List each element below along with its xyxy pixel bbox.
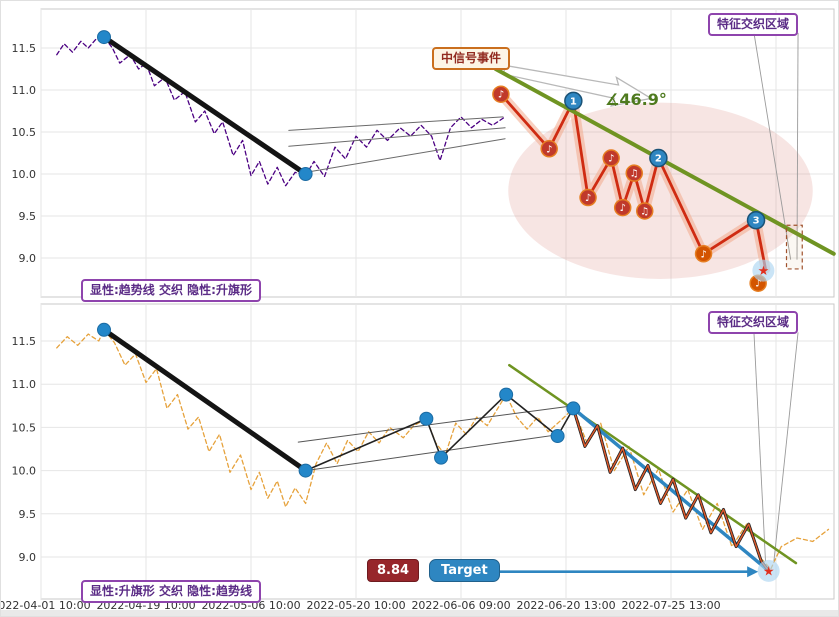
svg-text:2022-05-20 10:00: 2022-05-20 10:00 <box>306 599 405 612</box>
series-main-trendline <box>101 327 309 474</box>
series-main-trendline <box>101 34 309 177</box>
feature-region-label-bottom: 特征交织区域 <box>708 311 799 334</box>
music-note-icon <box>694 245 713 263</box>
svg-text:♪: ♪ <box>755 279 761 290</box>
pivot-dot <box>419 411 434 426</box>
svg-text:♪: ♪ <box>700 249 706 260</box>
series-channel-mid <box>288 127 506 147</box>
svg-text:2022-06-20 13:00: 2022-06-20 13:00 <box>516 599 615 612</box>
music-note-icon <box>579 188 597 207</box>
music-note-icon <box>636 202 654 220</box>
svg-text:11.5: 11.5 <box>12 335 37 348</box>
svg-text:9.0: 9.0 <box>19 551 37 564</box>
svg-text:♫: ♫ <box>640 206 649 217</box>
step-number-marker <box>649 148 668 168</box>
series-price-dashed-orange <box>56 329 830 570</box>
svg-text:2022-04-01 10:00: 2022-04-01 10:00 <box>1 599 91 612</box>
series-channel-upper <box>288 116 504 131</box>
svg-text:♪: ♪ <box>498 90 504 101</box>
svg-text:10.0: 10.0 <box>12 465 37 478</box>
step-number-marker <box>746 210 766 230</box>
svg-text:♪: ♪ <box>608 154 614 165</box>
music-note-icon <box>602 149 620 167</box>
svg-text:11.0: 11.0 <box>12 84 37 97</box>
pivot-dot <box>298 167 313 181</box>
pivot-dot <box>499 387 514 402</box>
svg-text:9.5: 9.5 <box>19 210 37 223</box>
panel-bottom: 11.5 11.0 10.5 10.0 9.5 9.0 ★ <box>12 303 835 600</box>
target-arrowhead <box>747 566 759 578</box>
svg-text:♪: ♪ <box>546 144 552 155</box>
music-note-icon <box>613 198 632 217</box>
signal-star-icon: ★ <box>758 264 770 279</box>
pivot-dot <box>550 429 565 444</box>
svg-text:1: 1 <box>570 96 577 107</box>
signal-halo <box>757 559 780 582</box>
pivot-dot <box>97 322 111 337</box>
svg-text:9.5: 9.5 <box>19 508 37 521</box>
series-descending-green-trend <box>508 363 798 565</box>
music-note-icon <box>625 164 643 182</box>
svg-text:♫: ♫ <box>630 169 639 180</box>
pattern-caption-top: 显性:趋势线 交织 隐性:升旗形 <box>81 279 261 302</box>
pivot-dot <box>298 463 313 478</box>
series-flag-channel-lower <box>305 433 562 472</box>
svg-text:10.0: 10.0 <box>12 168 37 181</box>
svg-text:♪: ♪ <box>585 193 591 204</box>
series-price-dashed-purple <box>56 36 506 187</box>
svg-text:10.5: 10.5 <box>12 421 37 434</box>
svg-text:9.0: 9.0 <box>19 252 37 265</box>
svg-text:2022-07-25 13:00: 2022-07-25 13:00 <box>621 599 720 612</box>
signal-halo <box>752 259 775 282</box>
signal-star-icon: ★ <box>763 564 775 579</box>
svg-text:10.5: 10.5 <box>12 126 37 139</box>
pivot-dot <box>566 401 581 416</box>
series-hidden-trend-zigzag <box>572 407 770 572</box>
svg-text:2: 2 <box>655 154 662 165</box>
svg-text:2022-06-06 09:00: 2022-06-06 09:00 <box>411 599 510 612</box>
target-label-badge: Target <box>429 559 500 582</box>
pivot-dot <box>97 30 111 45</box>
signal-event-label: 中信号事件 <box>432 47 511 70</box>
panel-top: 11.5 11.0 10.5 10.0 9.5 9.0 ♪ ♪ ♪ ♪ ♪ ♫ ♫ ♪ ♪ 1 2 3 ★ <box>12 8 836 298</box>
feature-region-label-top: 特征交织区域 <box>708 13 799 36</box>
svg-text:11.5: 11.5 <box>12 42 37 55</box>
angle-annotation: ∡46.9° <box>605 90 667 109</box>
music-note-icon <box>540 140 558 158</box>
pivot-dot <box>434 450 449 465</box>
step-number-marker <box>564 91 583 111</box>
svg-text:11.0: 11.0 <box>12 378 37 391</box>
series-channel-lower <box>305 138 506 173</box>
svg-text:♪: ♪ <box>620 203 626 214</box>
bottom-strip <box>1 610 838 616</box>
target-price-badge: 8.84 <box>367 559 420 582</box>
svg-text:3: 3 <box>753 216 760 227</box>
music-note-icon <box>492 85 510 103</box>
pattern-caption-bottom: 显性:升旗形 交织 隐性:趋势线 <box>81 580 261 603</box>
